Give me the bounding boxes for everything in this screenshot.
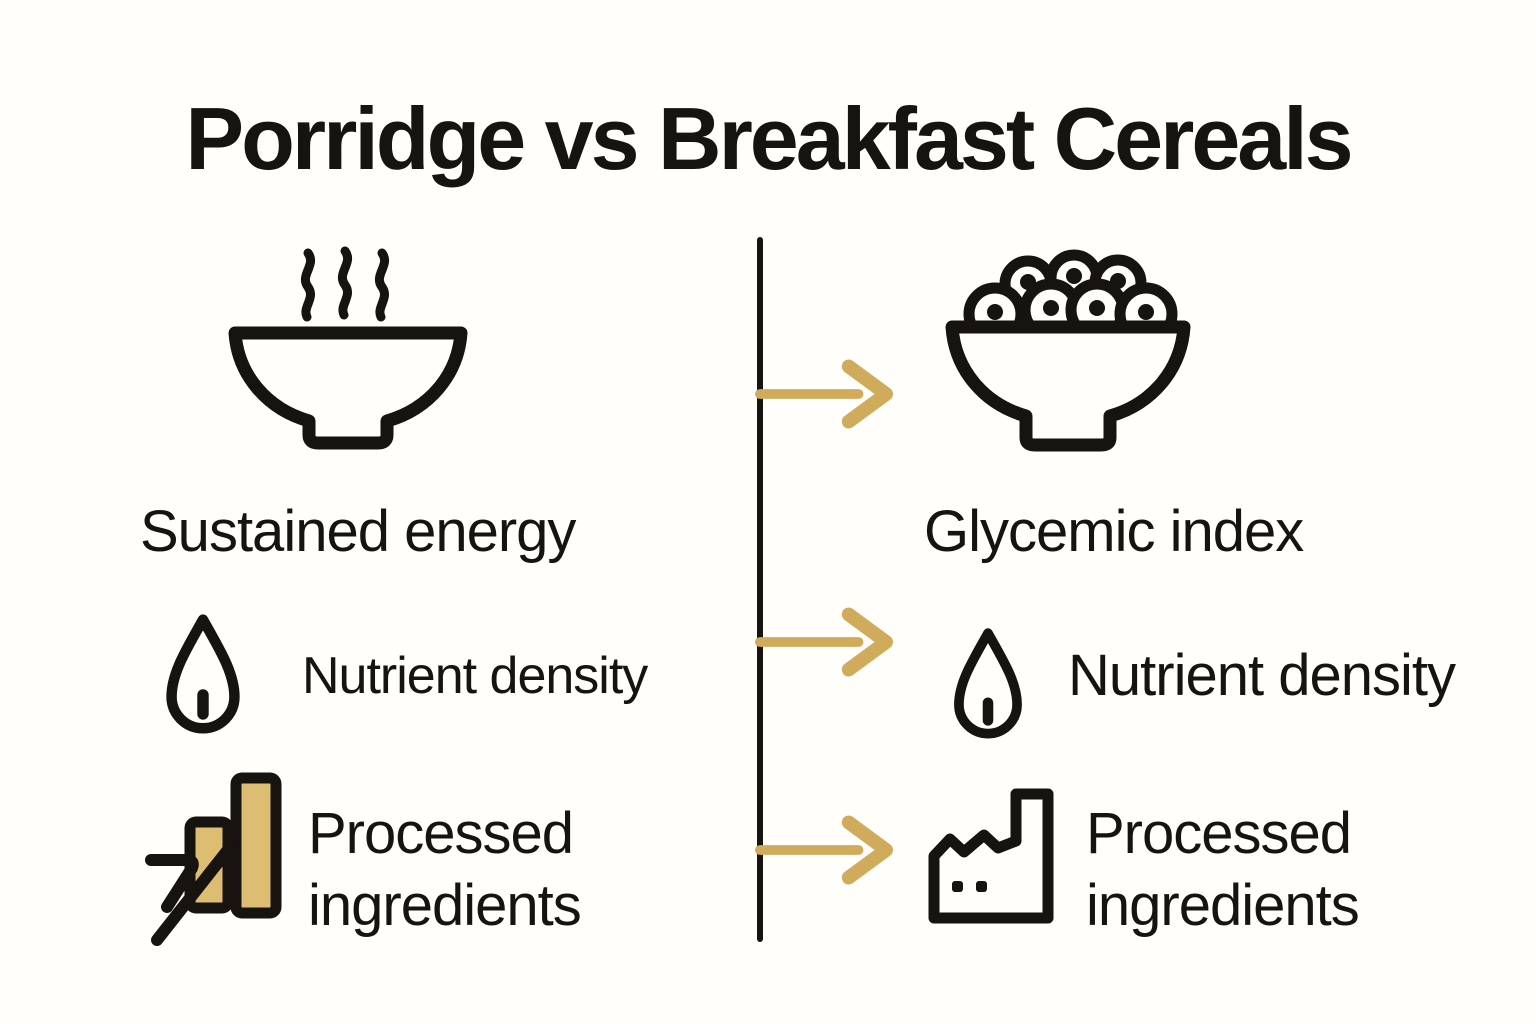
steaming-porridge-bowl-icon: [228, 246, 468, 450]
cereal-bowl-icon: [945, 249, 1191, 452]
factory-icon: [928, 788, 1054, 924]
comparison-arrow-bottom: [755, 815, 894, 885]
water-drop-icon: [954, 628, 1022, 739]
page-title: Porridge vs Breakfast Cereals: [185, 89, 1353, 188]
water-drop-icon: [166, 614, 240, 734]
cereal-heading: Glycemic index: [924, 499, 1304, 564]
cereal-row-label: Nutrient density: [1068, 643, 1456, 708]
porridge-row-label: Nutrient density: [302, 647, 648, 705]
porridge-row-label: Processed ingredients: [308, 801, 582, 938]
column-divider: [757, 237, 763, 942]
comparison-arrow-middle: [755, 607, 894, 677]
comparison-arrow-top: [755, 359, 894, 429]
porridge-heading: Sustained energy: [140, 499, 576, 564]
crossed-bar-chart-icon: [145, 772, 282, 946]
cereal-row-label: Processed ingredients: [1086, 801, 1360, 938]
